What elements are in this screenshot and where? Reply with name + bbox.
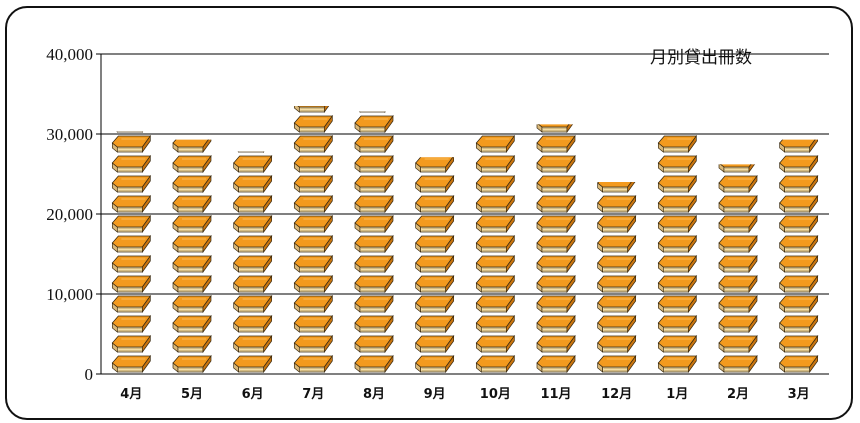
x-tick-label: 5月 [181, 387, 203, 402]
x-tick-label: 8月 [363, 387, 385, 402]
x-tick-label: 12月 [601, 387, 632, 402]
bar [779, 139, 819, 373]
x-tick-label: 4月 [120, 387, 142, 402]
bar [415, 157, 455, 373]
bar [172, 139, 212, 373]
bar [475, 135, 515, 373]
x-tick-label: 9月 [424, 387, 446, 402]
bar [354, 111, 394, 373]
chart-title: 月別貸出冊数 [650, 48, 752, 68]
x-tick-label: 1月 [666, 387, 688, 402]
x-tick-label: 6月 [242, 387, 264, 402]
bar [718, 164, 758, 373]
bar [233, 151, 273, 373]
bar [111, 131, 151, 373]
bar [293, 106, 333, 373]
x-tick-label: 10月 [480, 387, 511, 402]
x-tick-label: 2月 [727, 387, 749, 402]
bar [657, 135, 697, 373]
y-tick-label: 20,000 [46, 205, 93, 224]
bar [536, 124, 576, 373]
y-tick-label: 40,000 [46, 45, 93, 64]
x-tick-label: 11月 [540, 387, 571, 402]
x-tick-label: 3月 [788, 387, 810, 402]
bar [597, 182, 637, 373]
y-tick-label: 0 [85, 365, 94, 384]
y-tick-label: 30,000 [46, 125, 93, 144]
x-tick-label: 7月 [302, 387, 324, 402]
y-tick-label: 10,000 [46, 285, 93, 304]
